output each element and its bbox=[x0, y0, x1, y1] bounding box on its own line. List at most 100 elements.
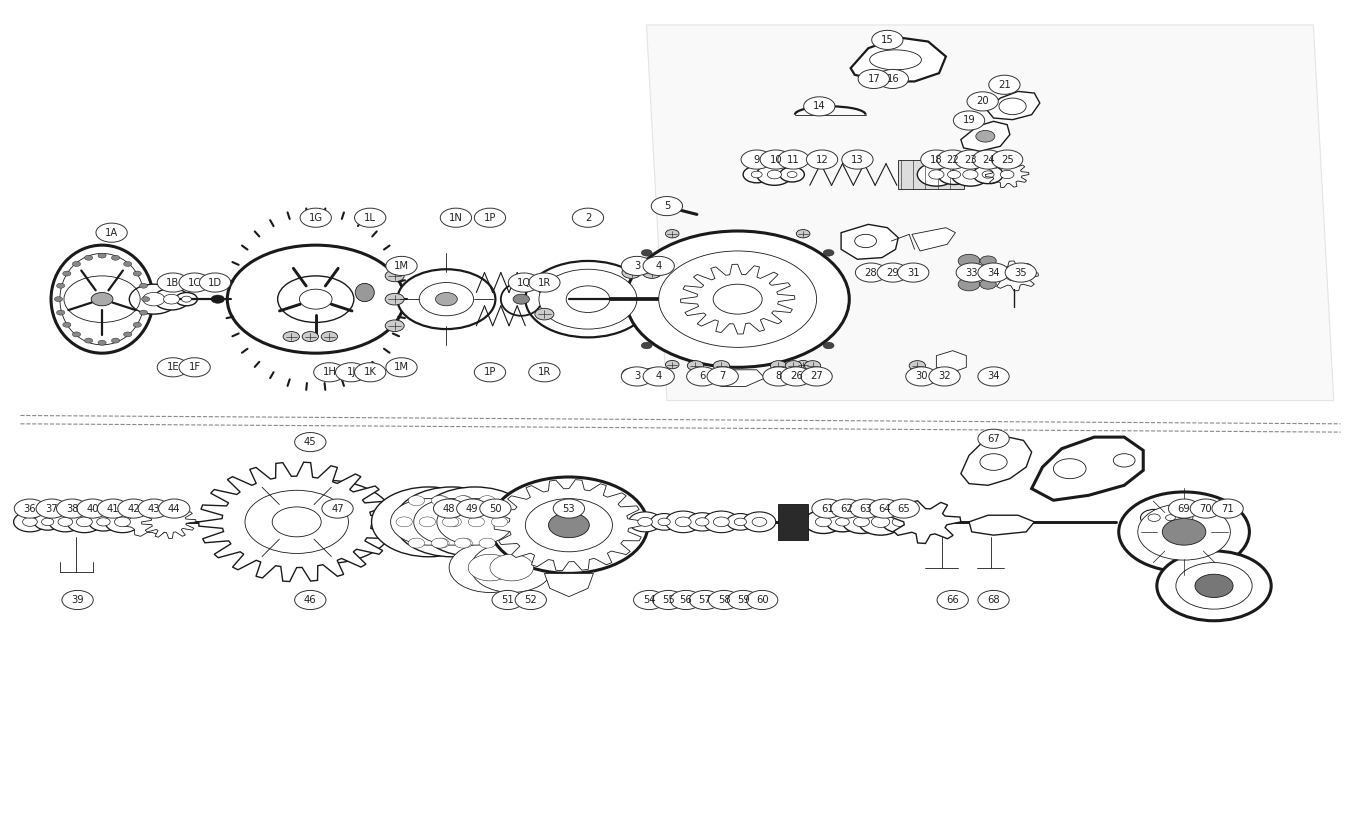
Text: 50: 50 bbox=[489, 504, 502, 514]
Circle shape bbox=[431, 495, 448, 505]
Circle shape bbox=[977, 429, 1010, 449]
Circle shape bbox=[98, 253, 106, 258]
Circle shape bbox=[354, 362, 387, 381]
Text: 36: 36 bbox=[23, 504, 37, 514]
Circle shape bbox=[659, 251, 817, 347]
Text: 20: 20 bbox=[976, 96, 989, 106]
Text: 18: 18 bbox=[930, 155, 943, 165]
Circle shape bbox=[853, 517, 870, 527]
Circle shape bbox=[98, 340, 106, 345]
Circle shape bbox=[651, 196, 682, 215]
Circle shape bbox=[553, 499, 585, 519]
Text: 11: 11 bbox=[787, 155, 800, 165]
Circle shape bbox=[976, 130, 995, 142]
Circle shape bbox=[659, 519, 670, 526]
Circle shape bbox=[445, 517, 461, 527]
Circle shape bbox=[713, 284, 762, 314]
Circle shape bbox=[1004, 263, 1037, 283]
Circle shape bbox=[980, 256, 996, 266]
Polygon shape bbox=[851, 37, 946, 81]
Circle shape bbox=[105, 511, 140, 533]
Circle shape bbox=[670, 590, 702, 609]
Text: 44: 44 bbox=[167, 504, 181, 514]
Text: 58: 58 bbox=[717, 595, 731, 605]
Circle shape bbox=[525, 261, 651, 337]
Text: 38: 38 bbox=[65, 504, 79, 514]
Text: 25: 25 bbox=[1000, 155, 1014, 165]
Circle shape bbox=[474, 362, 505, 381]
Circle shape bbox=[652, 590, 685, 609]
Text: 26: 26 bbox=[789, 371, 803, 381]
Circle shape bbox=[642, 256, 675, 275]
Circle shape bbox=[796, 361, 810, 369]
Circle shape bbox=[855, 234, 876, 248]
Circle shape bbox=[666, 361, 679, 369]
Polygon shape bbox=[912, 228, 955, 251]
Circle shape bbox=[811, 499, 842, 519]
Circle shape bbox=[124, 262, 132, 267]
Circle shape bbox=[898, 263, 930, 283]
Circle shape bbox=[855, 263, 887, 283]
Polygon shape bbox=[987, 91, 1040, 120]
Circle shape bbox=[980, 454, 1007, 470]
Text: 42: 42 bbox=[127, 504, 140, 514]
Circle shape bbox=[525, 499, 612, 552]
Text: 54: 54 bbox=[642, 595, 656, 605]
Text: 71: 71 bbox=[1221, 504, 1234, 514]
Circle shape bbox=[951, 163, 989, 186]
Text: 7: 7 bbox=[720, 371, 725, 381]
Text: 51: 51 bbox=[501, 595, 514, 605]
Text: 30: 30 bbox=[915, 371, 928, 381]
Polygon shape bbox=[969, 515, 1034, 535]
Circle shape bbox=[893, 518, 906, 526]
Circle shape bbox=[1006, 271, 1022, 281]
Circle shape bbox=[95, 224, 128, 243]
Polygon shape bbox=[961, 436, 1032, 485]
Text: 1R: 1R bbox=[538, 278, 551, 288]
Circle shape bbox=[666, 229, 679, 238]
Circle shape bbox=[385, 293, 404, 305]
Circle shape bbox=[442, 517, 459, 527]
Circle shape bbox=[980, 279, 996, 289]
Circle shape bbox=[479, 499, 510, 519]
Circle shape bbox=[743, 512, 776, 532]
Circle shape bbox=[1160, 511, 1181, 524]
Circle shape bbox=[456, 495, 472, 505]
Text: 53: 53 bbox=[562, 504, 576, 514]
Text: 70: 70 bbox=[1199, 504, 1213, 514]
Text: 69: 69 bbox=[1177, 504, 1191, 514]
Circle shape bbox=[830, 499, 863, 519]
Circle shape bbox=[909, 361, 925, 371]
Circle shape bbox=[621, 256, 653, 275]
Circle shape bbox=[419, 517, 436, 527]
Circle shape bbox=[842, 510, 881, 534]
Text: 63: 63 bbox=[859, 504, 872, 514]
Circle shape bbox=[419, 283, 474, 316]
Circle shape bbox=[1173, 509, 1200, 526]
Circle shape bbox=[1147, 514, 1160, 522]
Circle shape bbox=[958, 254, 980, 268]
Circle shape bbox=[437, 499, 513, 545]
Text: 61: 61 bbox=[821, 504, 834, 514]
Polygon shape bbox=[841, 224, 898, 259]
Text: 1D: 1D bbox=[208, 278, 222, 288]
Polygon shape bbox=[199, 462, 395, 582]
Circle shape bbox=[638, 518, 652, 526]
Text: 8: 8 bbox=[776, 371, 781, 381]
Text: 35: 35 bbox=[1014, 268, 1028, 278]
Text: 2: 2 bbox=[585, 213, 591, 223]
Text: 1H: 1H bbox=[323, 367, 336, 377]
Circle shape bbox=[34, 514, 61, 530]
Circle shape bbox=[283, 332, 299, 342]
Text: 1N: 1N bbox=[449, 213, 463, 223]
Circle shape bbox=[535, 278, 554, 290]
Polygon shape bbox=[544, 573, 593, 597]
Circle shape bbox=[354, 208, 387, 227]
Circle shape bbox=[112, 255, 120, 260]
Circle shape bbox=[753, 518, 766, 526]
Circle shape bbox=[928, 366, 961, 386]
Circle shape bbox=[67, 511, 102, 533]
Circle shape bbox=[780, 167, 804, 182]
Circle shape bbox=[629, 512, 661, 532]
Circle shape bbox=[139, 499, 169, 519]
